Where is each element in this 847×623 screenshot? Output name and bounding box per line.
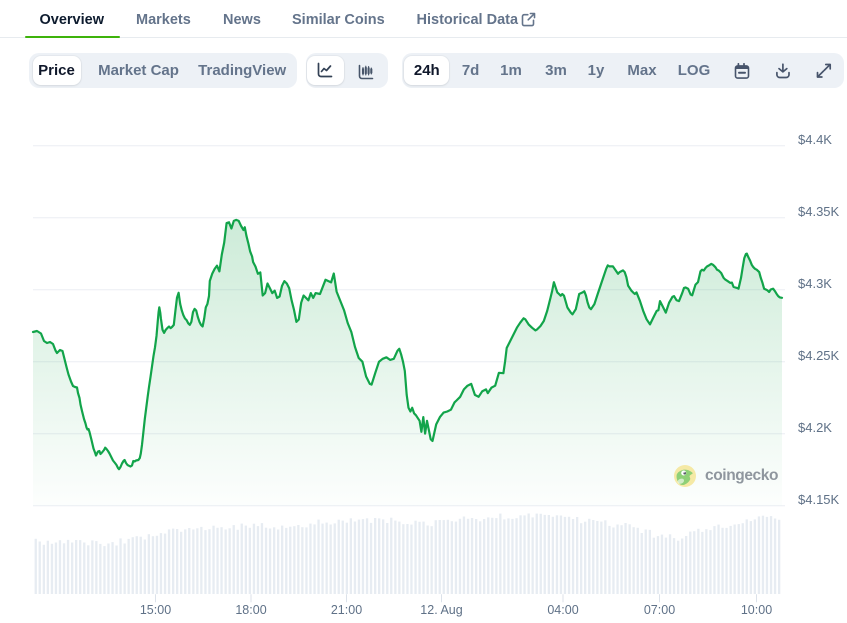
svg-text:$4.3K: $4.3K: [798, 276, 832, 291]
svg-text:15:00: 15:00: [140, 603, 171, 617]
svg-text:18:00: 18:00: [235, 603, 266, 617]
svg-text:10:00: 10:00: [741, 603, 772, 617]
svg-text:$4.4K: $4.4K: [798, 132, 832, 147]
svg-text:$4.15K: $4.15K: [798, 492, 840, 507]
svg-text:$4.35K: $4.35K: [798, 204, 840, 219]
svg-text:07:00: 07:00: [644, 603, 675, 617]
svg-text:$4.2K: $4.2K: [798, 420, 832, 435]
svg-text:$4.25K: $4.25K: [798, 348, 840, 363]
svg-text:12. Aug: 12. Aug: [420, 603, 462, 617]
svg-text:21:00: 21:00: [331, 603, 362, 617]
svg-text:04:00: 04:00: [547, 603, 578, 617]
